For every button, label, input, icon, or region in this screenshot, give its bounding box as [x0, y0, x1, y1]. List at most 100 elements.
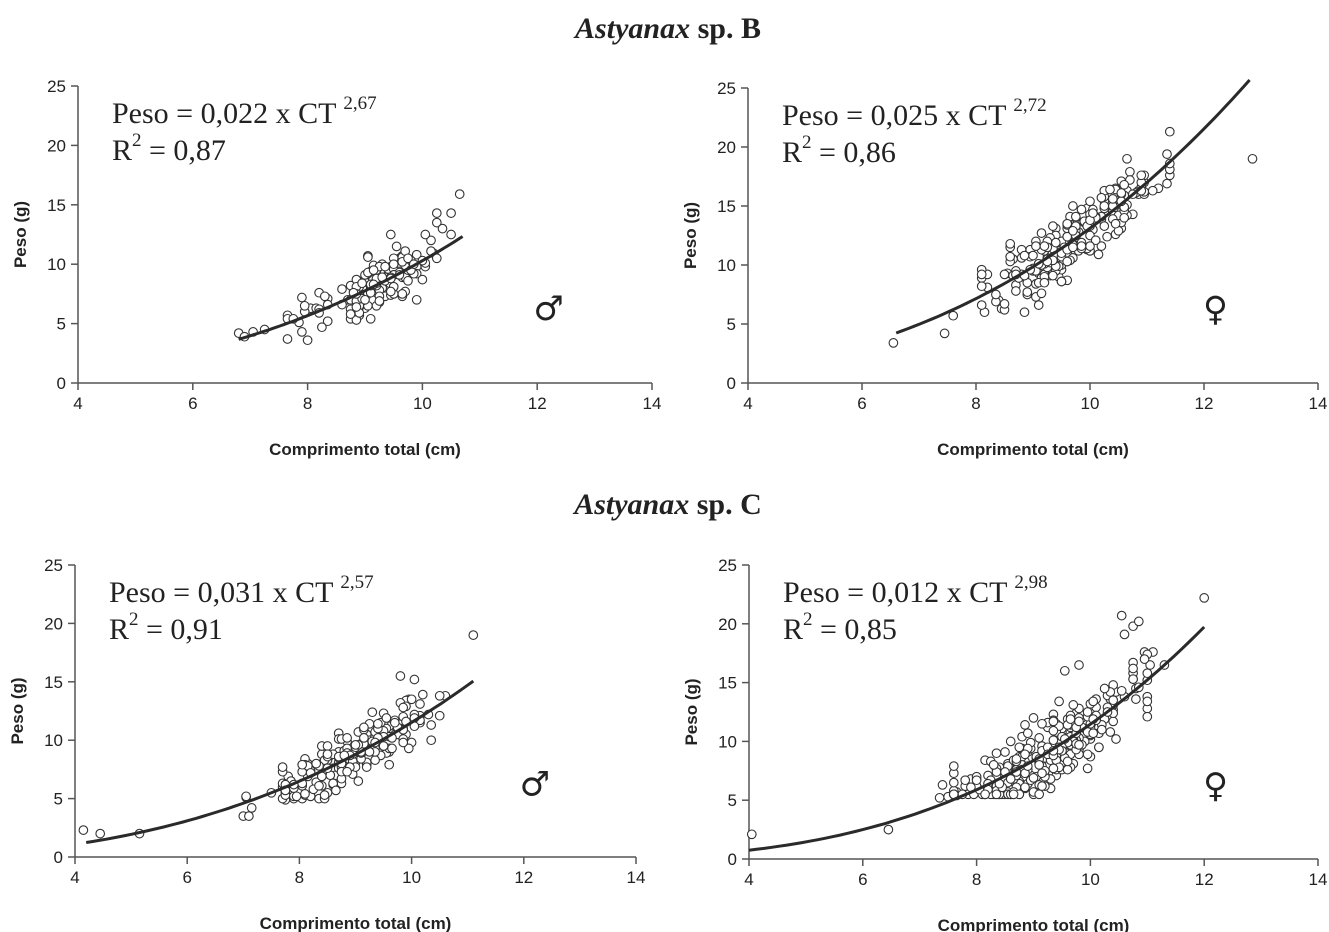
data-point [1096, 241, 1107, 251]
data-point [1068, 225, 1078, 236]
data-point [380, 261, 390, 272]
equation-text: Peso = 0,022 x CT 2,67 [112, 93, 377, 130]
x-tick-label: 14 [627, 868, 646, 887]
data-point [1111, 734, 1121, 744]
data-point [378, 741, 389, 751]
data-point [277, 762, 288, 772]
x-tick-label: 14 [643, 394, 662, 413]
section-title-sp-c: Astyanax sp. C [572, 488, 762, 521]
x-tick-label: 4 [743, 394, 752, 413]
data-point [1107, 194, 1118, 204]
equation-text: Peso = 0,025 x CT 2,72 [782, 95, 1047, 132]
data-point [1093, 249, 1104, 260]
y-tick-label: 10 [717, 256, 736, 275]
y-tick-label: 10 [47, 255, 66, 274]
data-point [1074, 716, 1084, 727]
data-point [291, 791, 302, 802]
data-point [960, 775, 971, 786]
data-point [991, 789, 1002, 800]
data-point [1005, 774, 1016, 784]
data-point [991, 289, 1001, 300]
data-points [746, 593, 1210, 840]
r-squared-text: R2 = 0,85 [783, 609, 897, 646]
plots-container: 0 5 10 15 20 25 4 6 8 10 12 14 Comprimento total (cm… [8, 77, 1327, 932]
data-point [417, 274, 428, 285]
male-symbol-icon: ♂ [520, 764, 550, 804]
data-point [385, 229, 396, 240]
data-point [991, 748, 1002, 759]
data-point [1162, 178, 1172, 189]
data-point [319, 291, 330, 302]
y-tick-label: 5 [727, 315, 736, 334]
x-tick-label: 4 [73, 394, 82, 413]
data-point [1119, 212, 1130, 223]
x-tick-label: 8 [303, 394, 312, 413]
data-point [999, 299, 1010, 309]
x-axis-title: Comprimento total (cm) [269, 440, 461, 459]
data-point [1199, 593, 1210, 603]
data-point [1036, 288, 1047, 299]
equation-text: Peso = 0,012 x CT 2,98 [783, 572, 1048, 609]
data-point [1139, 654, 1150, 664]
data-point [373, 718, 383, 729]
y-tick-label: 0 [727, 374, 736, 393]
female-symbol-icon: ♀ [1203, 766, 1228, 806]
data-point [1088, 696, 1099, 707]
x-tick-label: 12 [528, 394, 547, 413]
data-point [368, 265, 379, 275]
x-tick-label: 12 [1195, 870, 1214, 889]
data-point [1076, 241, 1087, 251]
data-point [1062, 756, 1073, 767]
data-point [395, 671, 406, 681]
data-point [342, 766, 352, 777]
data-point [374, 296, 385, 306]
data-point [1037, 781, 1047, 791]
data-point [398, 737, 409, 748]
data-point [980, 789, 990, 800]
y-tick-label: 15 [44, 673, 63, 692]
x-tick-label: 10 [1081, 870, 1100, 889]
x-tick-label: 8 [295, 868, 304, 887]
y-tick-label: 25 [718, 556, 737, 575]
data-point [1116, 188, 1127, 198]
y-tick-label: 10 [44, 731, 63, 750]
data-point [971, 775, 982, 786]
data-point [976, 281, 987, 292]
data-points [78, 630, 479, 839]
y-tick-label: 20 [718, 615, 737, 634]
y-tick-label: 15 [718, 674, 737, 693]
r-squared-text: R2 = 0,87 [112, 130, 226, 167]
data-point [1090, 235, 1101, 246]
y-axis-title: Peso (g) [682, 678, 701, 745]
data-point [297, 292, 307, 303]
data-point [1048, 270, 1058, 281]
data-point [426, 735, 437, 746]
y-tick-label: 5 [728, 791, 737, 810]
y-tick-label: 0 [57, 374, 66, 393]
data-point [1059, 665, 1070, 676]
data-point [1020, 749, 1030, 760]
x-tick-label: 10 [413, 394, 432, 413]
x-tick-label: 14 [1309, 870, 1328, 889]
data-point [1102, 231, 1112, 242]
data-point [411, 249, 422, 260]
data-point [976, 300, 987, 310]
data-point [389, 717, 400, 728]
data-point [319, 790, 330, 800]
x-tick-label: 6 [182, 868, 191, 887]
scatter-plot-4: 0 5 10 15 20 25 4 6 8 10 12 14 Comprimento total (cm… [682, 556, 1327, 932]
scatter-plot-2: 0 5 10 15 20 25 4 6 8 10 12 14 Comprimento total (cm… [681, 79, 1327, 459]
data-point [78, 825, 89, 835]
data-point [1005, 251, 1016, 262]
data-point [385, 286, 396, 297]
data-point [1099, 221, 1110, 231]
data-point [322, 749, 333, 760]
data-point [1019, 250, 1030, 261]
data-point [1085, 196, 1095, 207]
data-point [431, 208, 442, 218]
data-point [426, 235, 436, 246]
data-point [1128, 663, 1138, 674]
y-tick-label: 20 [47, 136, 66, 155]
y-tick-label: 0 [728, 850, 737, 869]
data-point [1099, 683, 1110, 694]
